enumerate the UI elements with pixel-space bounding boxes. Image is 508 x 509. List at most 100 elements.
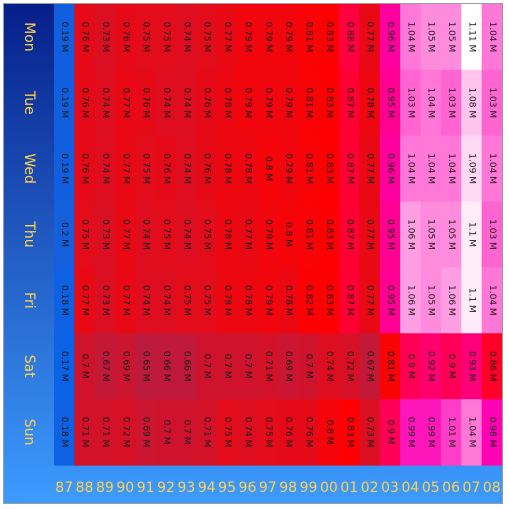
heatmap-cell xyxy=(196,333,218,400)
cell-value-label: 0.71 M xyxy=(263,351,273,382)
cell-value-label: 0.74 M xyxy=(161,285,171,316)
heatmap-cell xyxy=(339,69,361,137)
heatmap-cell xyxy=(440,267,462,334)
cell-value-label: 0.83 M xyxy=(344,417,354,448)
cell-value-label: 1.06 M xyxy=(446,285,456,316)
cell-value-label: 0.67 M xyxy=(365,351,375,382)
cell-value-label: 1.09 M xyxy=(466,153,476,184)
cell-value-label: 0.74 M xyxy=(324,351,334,382)
cell-value-label: 0.73 M xyxy=(365,417,375,448)
heatmap-cell xyxy=(155,399,177,466)
heatmap-cell xyxy=(216,135,238,203)
cell-value-label: 0.88 M xyxy=(344,22,354,53)
cell-value-label: 1.05 M xyxy=(426,285,436,316)
heatmap-cell xyxy=(155,201,177,269)
x-tick-label: 89 xyxy=(96,480,114,496)
heatmap-cell xyxy=(237,4,259,71)
heatmap-cell xyxy=(278,399,299,466)
cell-value-label: 0.69 M xyxy=(141,417,151,448)
heatmap-cell xyxy=(318,69,340,137)
cell-value-label: 1.04 M xyxy=(426,153,436,184)
heatmap-cell xyxy=(298,4,320,71)
cell-value-label: 0.7 M xyxy=(304,354,314,379)
cell-value-label: 0.95 M xyxy=(385,219,395,250)
cell-value-label: 0.75 M xyxy=(202,219,212,250)
cell-value-label: 1.08 M xyxy=(466,87,476,118)
heatmap-cell xyxy=(318,201,340,269)
cell-value-label: 0.99 M xyxy=(426,417,436,448)
heatmap-cell xyxy=(94,4,116,71)
cell-value-label: 0.9 M xyxy=(385,420,395,445)
cell-value-label: 0.76 M xyxy=(80,87,90,118)
cell-value-label: 0.77 M xyxy=(222,22,232,53)
heatmap-cell xyxy=(115,69,137,137)
cell-value-label: 1.11 M xyxy=(466,22,476,53)
heatmap-cell xyxy=(216,69,238,137)
x-tick-label: 05 xyxy=(422,480,440,496)
cell-value-label: 1.03 M xyxy=(446,87,456,118)
heatmap-cell xyxy=(420,201,442,269)
cell-value-label: 1.04 M xyxy=(487,285,497,316)
cell-value-label: 0.76 M xyxy=(161,153,171,184)
cell-value-label: 0.81 M xyxy=(385,351,395,382)
x-tick-label: 97 xyxy=(259,480,277,496)
x-tick-label: 07 xyxy=(463,480,481,496)
cell-value-label: 0.74 M xyxy=(141,219,151,250)
y-tick-label: Mon xyxy=(21,22,37,52)
heatmap-cell xyxy=(339,4,361,71)
heatmap-cell xyxy=(339,135,361,203)
heatmap-cell xyxy=(318,135,340,203)
cell-value-label: 0.75 M xyxy=(141,153,151,184)
x-tick-label: 90 xyxy=(116,480,134,496)
heatmap-cell xyxy=(359,267,381,334)
x-tick-label: 95 xyxy=(218,480,236,496)
heatmap-cell xyxy=(440,399,462,466)
cell-value-label: 1.04 M xyxy=(487,22,497,53)
cell-value-label: 0.71 M xyxy=(80,417,90,448)
heatmap-cell xyxy=(216,4,238,71)
cell-value-label: 0.79 M xyxy=(283,22,293,53)
cell-value-label: 0.99 M xyxy=(405,417,415,448)
cell-value-label: 0.75 M xyxy=(202,22,212,53)
heatmap-cell xyxy=(257,333,279,400)
cell-value-label: 0.77 M xyxy=(80,285,90,316)
heatmap-cell xyxy=(176,267,198,334)
cell-value-label: 1.1 M xyxy=(466,288,476,313)
cell-value-label: 0.7 M xyxy=(161,420,171,445)
cell-value-label: 1.05 M xyxy=(446,219,456,250)
heatmap-cell xyxy=(115,333,137,400)
cell-value-label: 0.71 M xyxy=(100,417,110,448)
cell-value-label: 0.77 M xyxy=(365,219,375,250)
cell-value-label: 0.82 M xyxy=(304,285,314,316)
cell-value-label: 0.74 M xyxy=(141,285,151,316)
heatmap-cell xyxy=(379,399,401,466)
cell-value-label: 0.74 M xyxy=(100,153,110,184)
heatmap-cell xyxy=(278,135,299,203)
heatmap-cell xyxy=(155,333,177,400)
heatmap-cell xyxy=(379,201,401,269)
heatmap-cell xyxy=(359,399,381,466)
cell-value-label: 0.73 M xyxy=(100,219,110,250)
cell-value-label: 1.06 M xyxy=(405,219,415,250)
y-axis-labels: Mon Tue Wed Thu Fri Sat Sun xyxy=(21,22,37,445)
y-tick-label: Sat xyxy=(21,355,37,378)
heatmap-cell xyxy=(94,333,116,400)
heatmap-cell xyxy=(278,333,299,400)
cell-value-label: 0.81 M xyxy=(304,22,314,53)
cell-value-label: 0.78 M xyxy=(222,285,232,316)
cell-value-label: 0.79 M xyxy=(283,87,293,118)
heatmap-cell xyxy=(318,399,340,466)
x-tick-label: 00 xyxy=(320,480,338,496)
x-tick-label: 92 xyxy=(157,480,175,496)
heatmap-cell xyxy=(359,333,381,400)
heatmap-cell xyxy=(74,201,96,269)
heatmap-cell xyxy=(278,69,299,137)
cell-value-label: 0.76 M xyxy=(304,417,314,448)
heatmap-cell xyxy=(155,4,177,71)
cell-value-label: 0.74 M xyxy=(181,219,191,250)
heatmap-cell xyxy=(237,69,259,137)
heatmap-cell xyxy=(379,4,401,71)
cell-value-label: 0.95 M xyxy=(385,87,395,118)
cell-value-label: 1.04 M xyxy=(405,153,415,184)
heatmap-cell xyxy=(318,333,340,400)
